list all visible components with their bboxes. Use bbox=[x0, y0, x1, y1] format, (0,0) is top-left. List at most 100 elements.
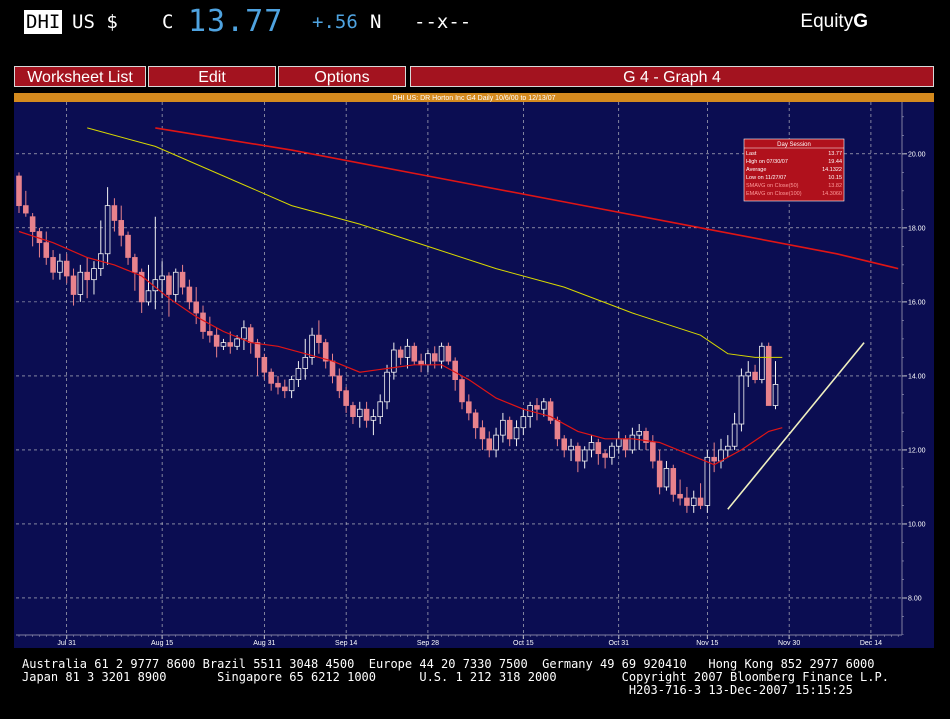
candle-body bbox=[506, 419, 513, 440]
candle-body bbox=[588, 442, 595, 451]
candle-body bbox=[179, 271, 186, 288]
candle-body bbox=[254, 342, 261, 358]
candle-body bbox=[268, 371, 274, 384]
graph-title-button[interactable]: G 4 - Graph 4 bbox=[410, 66, 934, 87]
info-box-bg bbox=[743, 138, 845, 202]
candle-body bbox=[581, 449, 588, 462]
candle-body bbox=[295, 368, 302, 381]
x-tick-label: Aug 15 bbox=[151, 640, 173, 647]
candle-body bbox=[602, 453, 608, 458]
candle-body bbox=[472, 412, 479, 429]
candle-body bbox=[241, 327, 247, 340]
candle-body bbox=[172, 271, 179, 295]
footer-line-2: Japan 81 3 3201 8900 Singapore 65 6212 1… bbox=[22, 670, 889, 684]
market-currency: US $ bbox=[72, 11, 118, 33]
candle-body bbox=[397, 349, 404, 358]
price-chart[interactable]: DHI US: DR Horton Inc G4 Daily 10/6/00 t… bbox=[14, 93, 934, 648]
candle-body bbox=[261, 356, 268, 373]
candle-body bbox=[452, 360, 458, 381]
y-tick-label: 8.00 bbox=[908, 595, 922, 602]
security-type-label: Equity bbox=[800, 11, 854, 32]
edit-button[interactable]: Edit bbox=[148, 66, 276, 87]
candle-body bbox=[16, 175, 22, 207]
candle-body bbox=[759, 345, 765, 381]
function-key: G bbox=[853, 11, 868, 32]
candle-body bbox=[684, 497, 690, 506]
info-box-label: SMAVG on Close(50) bbox=[746, 183, 799, 189]
candle-body bbox=[431, 353, 438, 362]
candle-body bbox=[159, 275, 165, 281]
candle-body bbox=[227, 342, 234, 347]
candle-body bbox=[43, 242, 50, 258]
price-change: +.56 bbox=[312, 11, 358, 33]
candle-body bbox=[643, 431, 649, 443]
candle-body bbox=[411, 345, 418, 362]
candle-body bbox=[391, 349, 397, 373]
candle-body bbox=[711, 456, 717, 462]
extra-field: --x-- bbox=[414, 11, 472, 33]
candle-body bbox=[23, 205, 29, 214]
chart-title: DHI US: DR Horton Inc G4 Daily 10/6/00 t… bbox=[392, 95, 555, 102]
candle-body bbox=[466, 401, 472, 414]
y-axis: 20.00 18.00 16.00 14.00 12.00 10.00 8.00 bbox=[901, 102, 934, 636]
candle-body bbox=[650, 442, 656, 462]
candle-body bbox=[629, 434, 636, 451]
candle-body bbox=[670, 468, 677, 495]
trend-line bbox=[727, 342, 865, 510]
candle-body bbox=[738, 375, 745, 425]
footer: Australia 61 2 9777 8600 Brazil 5511 304… bbox=[22, 658, 889, 697]
x-tick-label: Sep 28 bbox=[417, 640, 439, 647]
candle-body bbox=[125, 234, 131, 258]
candle-body bbox=[745, 371, 752, 377]
candle-body bbox=[493, 434, 499, 451]
options-button[interactable]: Options bbox=[278, 66, 406, 87]
candle-body bbox=[718, 449, 724, 462]
y-tick-label: 20.00 bbox=[908, 151, 926, 158]
security-type[interactable]: EquityG bbox=[800, 10, 868, 34]
candle-body bbox=[404, 345, 411, 358]
candle-body bbox=[275, 382, 281, 388]
candle-body bbox=[656, 460, 663, 488]
footer-line-3: H203-716-3 13-Dec-2007 15:15:25 bbox=[22, 683, 853, 697]
candle-body bbox=[234, 338, 240, 347]
candle-body bbox=[247, 327, 254, 343]
x-axis-panel bbox=[14, 635, 934, 648]
candle-body bbox=[697, 497, 704, 506]
candle-body bbox=[29, 216, 36, 232]
top-bar: DHI US $ C 13.77 +.56 N --x-- EquityG bbox=[0, 0, 950, 50]
candle-body bbox=[384, 371, 390, 403]
candle-body bbox=[288, 379, 295, 392]
candle-body bbox=[336, 375, 343, 392]
candle-body bbox=[138, 271, 145, 303]
candle-body bbox=[145, 290, 152, 303]
candle-body bbox=[622, 438, 629, 451]
y-tick-label: 12.00 bbox=[908, 447, 926, 454]
change-flag: N bbox=[370, 11, 382, 33]
worksheet-list-button[interactable]: Worksheet List bbox=[14, 66, 146, 87]
candle-body bbox=[77, 271, 84, 295]
x-tick-label: Oct 15 bbox=[513, 640, 534, 647]
candle-body bbox=[316, 334, 322, 343]
candle-body bbox=[690, 497, 697, 506]
menu-bar: Worksheet List Edit Options G 4 - Graph … bbox=[14, 66, 934, 87]
candle-body bbox=[513, 427, 520, 440]
candle-body bbox=[725, 445, 731, 451]
info-box-value: 13.82 bbox=[828, 183, 842, 189]
candle-body bbox=[765, 345, 772, 406]
info-box-value: 19.44 bbox=[828, 159, 842, 165]
candle-body bbox=[166, 275, 172, 295]
candle-body bbox=[343, 390, 349, 406]
ticker-symbol[interactable]: DHI bbox=[24, 10, 63, 34]
candle-body bbox=[438, 345, 445, 362]
candle-body bbox=[200, 312, 206, 332]
moving-averages bbox=[18, 127, 899, 510]
info-box-value: 14.1322 bbox=[822, 167, 842, 173]
candle-body bbox=[595, 442, 602, 455]
candle-body bbox=[63, 260, 70, 277]
x-axis: Jul 31 Aug 15 Aug 31 Sep 14 Sep 28 Oct 15 Oct … bbox=[14, 634, 934, 648]
candle-body bbox=[220, 342, 227, 347]
info-box-title: Day Session bbox=[777, 142, 811, 148]
candle-body bbox=[193, 301, 199, 314]
candle-body bbox=[731, 423, 738, 447]
ma-mid-line bbox=[87, 127, 783, 358]
